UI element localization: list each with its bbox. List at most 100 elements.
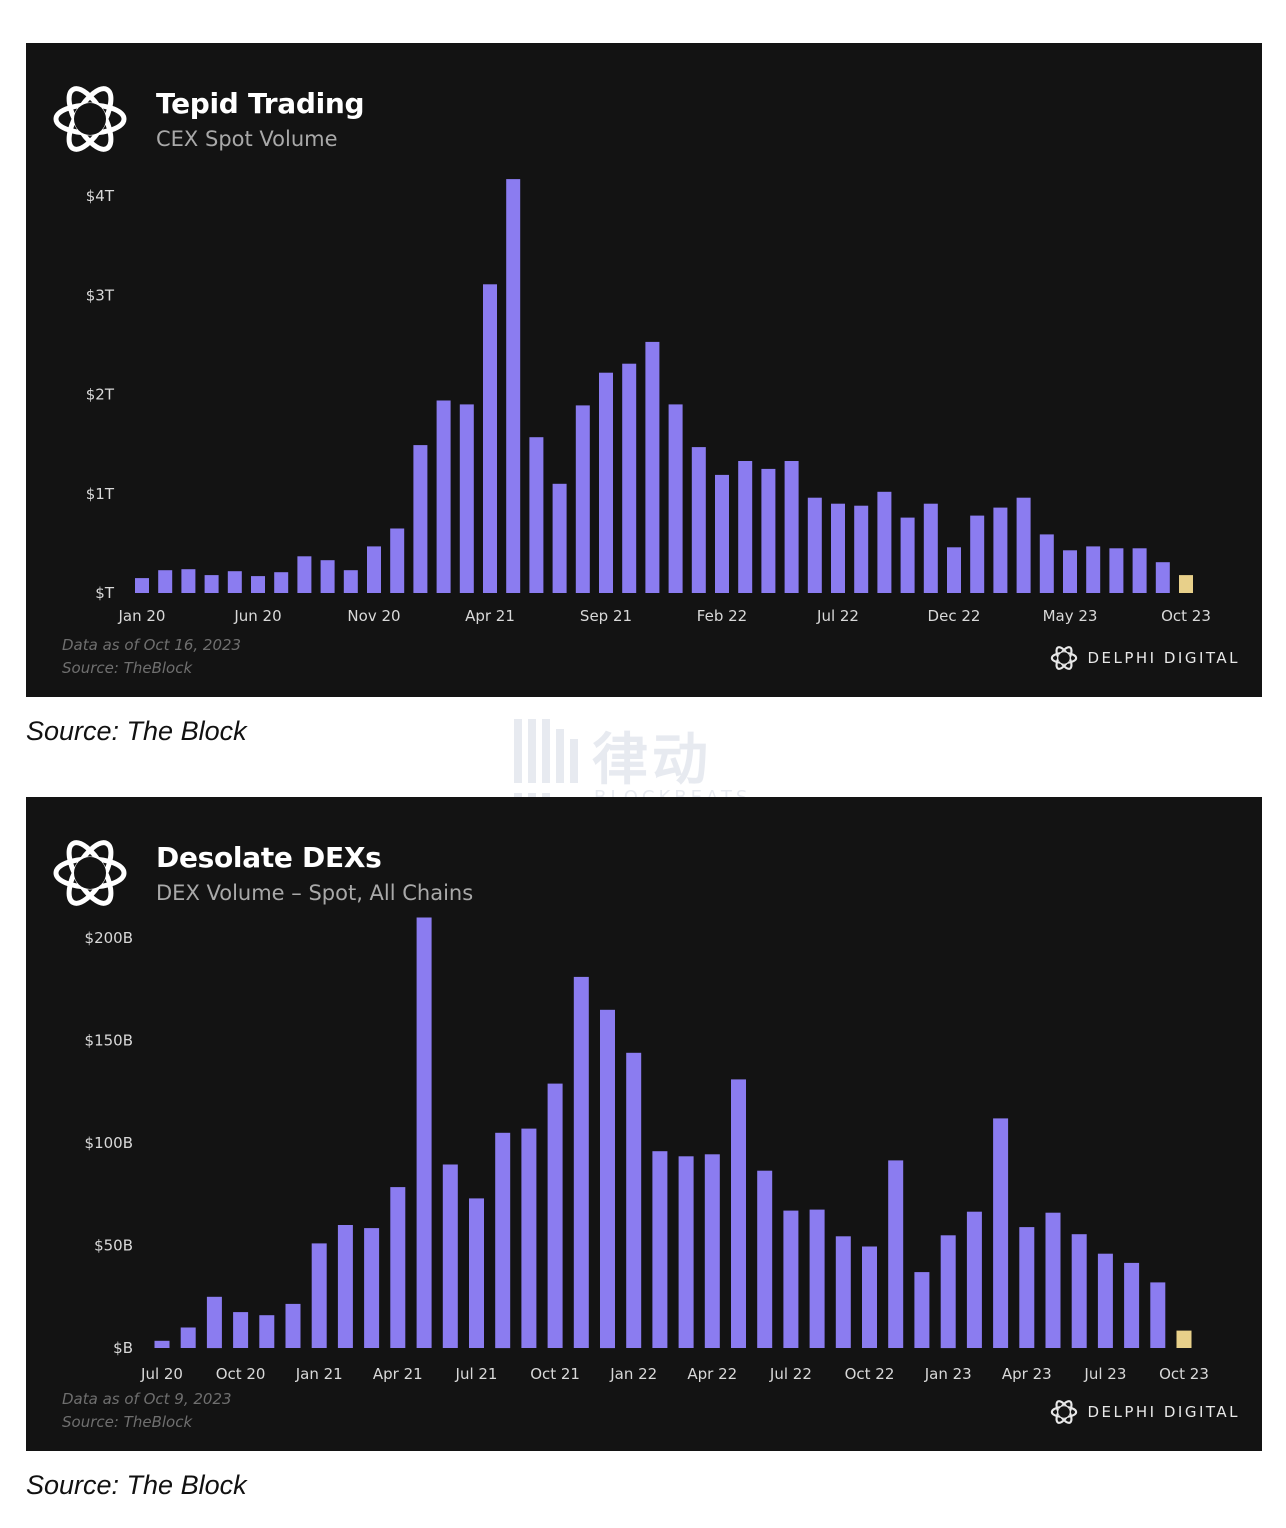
bar	[364, 1228, 380, 1348]
brand-mark: DELPHI DIGITAL	[1049, 1397, 1240, 1427]
bar	[678, 1156, 694, 1348]
bar	[204, 575, 219, 593]
x-tick-label: Nov 20	[347, 607, 400, 625]
delphi-logo-icon	[53, 840, 127, 906]
y-tick-label: $100B	[85, 1134, 133, 1152]
bar	[259, 1315, 275, 1348]
bar	[154, 1340, 170, 1348]
bar-latest	[1179, 575, 1193, 593]
bar	[1150, 1282, 1166, 1348]
bar	[993, 1118, 1009, 1348]
data-source: Source: TheBlock	[62, 659, 193, 677]
bar	[900, 517, 915, 593]
bar	[367, 546, 381, 593]
bar	[436, 400, 451, 593]
x-tick-label: Oct 21	[530, 1365, 580, 1383]
y-tick-label: $T	[95, 584, 115, 602]
bar	[807, 497, 822, 593]
bar	[862, 1246, 877, 1348]
bar	[413, 445, 428, 593]
source-caption: Source: The Block	[26, 1470, 247, 1500]
watermark-cn-text: 律动	[592, 728, 712, 793]
bar	[483, 284, 497, 593]
bar	[626, 1052, 642, 1348]
chart-panel-dex: Desolate DEXs DEX Volume – Spot, All Cha…	[26, 797, 1262, 1451]
bar	[1071, 1234, 1087, 1348]
bar	[783, 1210, 799, 1348]
bar	[311, 1243, 327, 1348]
bar	[940, 1235, 956, 1349]
bar	[442, 1164, 458, 1348]
bar	[180, 1327, 196, 1348]
bar	[1086, 546, 1101, 593]
x-tick-label: Jul 21	[455, 1365, 498, 1383]
bar	[923, 503, 938, 593]
bar	[274, 572, 289, 593]
bar	[227, 571, 242, 593]
bar	[738, 461, 753, 593]
data-note: Data as of Oct 16, 2023 Source: TheBlock	[62, 634, 241, 680]
bar	[691, 447, 706, 593]
y-tick-label: $200B	[85, 929, 133, 947]
bar	[158, 570, 173, 593]
chart-title: Desolate DEXs	[156, 841, 382, 874]
bar-chart: $T $1T $2T $3T $4T Jan 20 Jun 20 Nov 20 Apr 21 Se…	[86, 179, 1211, 625]
bar	[888, 1160, 904, 1348]
bar	[297, 556, 312, 593]
bar	[1132, 548, 1147, 593]
bar	[1124, 1262, 1140, 1348]
bar	[233, 1312, 249, 1348]
bar	[337, 1225, 353, 1348]
source-caption: Source: The Block	[26, 716, 247, 746]
y-tick-label: $4T	[86, 187, 115, 205]
bar	[668, 404, 683, 593]
chart-subtitle: CEX Spot Volume	[156, 127, 338, 151]
x-tick-label: May 23	[1043, 607, 1098, 625]
bar	[1063, 550, 1077, 593]
bar	[966, 1211, 982, 1348]
bar	[652, 1151, 668, 1348]
bar	[469, 1198, 484, 1348]
bar	[343, 570, 358, 593]
x-tick-label: Apr 22	[687, 1365, 737, 1383]
bar	[1045, 1212, 1061, 1348]
blockbeats-logo-icon	[514, 719, 578, 805]
y-tick-label: $2T	[86, 386, 115, 404]
bar	[575, 405, 590, 593]
bar	[390, 528, 405, 593]
x-tick-label: Oct 20	[216, 1365, 266, 1383]
data-date: Data as of Oct 9, 2023	[62, 1390, 232, 1408]
bar	[206, 1296, 222, 1349]
x-tick-label: Jul 22	[816, 607, 859, 625]
bar	[914, 1272, 930, 1348]
brand-mark: DELPHI DIGITAL	[1049, 643, 1240, 673]
chart-subtitle: DEX Volume – Spot, All Chains	[156, 881, 474, 905]
y-tick-label: $50B	[94, 1237, 133, 1255]
y-tick-label: $B	[113, 1339, 133, 1357]
x-tick-label: Jul 22	[769, 1365, 812, 1383]
bar	[645, 341, 660, 593]
x-tick-label: Oct 23	[1159, 1365, 1209, 1383]
x-tick-label: Jan 22	[609, 1365, 657, 1383]
x-tick-label: Apr 23	[1002, 1365, 1052, 1383]
chart-title: Tepid Trading	[156, 87, 365, 120]
data-source: Source: TheBlock	[62, 1413, 193, 1431]
x-tick-label: Apr 21	[373, 1365, 423, 1383]
bar	[573, 976, 589, 1348]
bar	[993, 507, 1008, 593]
bar	[506, 179, 521, 593]
bar	[809, 1209, 825, 1348]
x-tick-label: Jan 23	[924, 1365, 972, 1383]
bar	[251, 576, 265, 593]
x-tick-label: Dec 22	[928, 607, 981, 625]
bar	[947, 547, 961, 593]
bar	[1109, 548, 1124, 593]
bar	[784, 461, 799, 593]
bar	[285, 1303, 301, 1348]
y-tick-label: $3T	[86, 286, 115, 304]
brand-name: DELPHI DIGITAL	[1087, 649, 1240, 667]
bar	[1097, 1253, 1113, 1348]
bar	[715, 474, 729, 593]
bar	[704, 1154, 720, 1348]
chart-panel-cex: Tepid Trading CEX Spot Volume $T $1T $2T $3…	[26, 43, 1262, 697]
